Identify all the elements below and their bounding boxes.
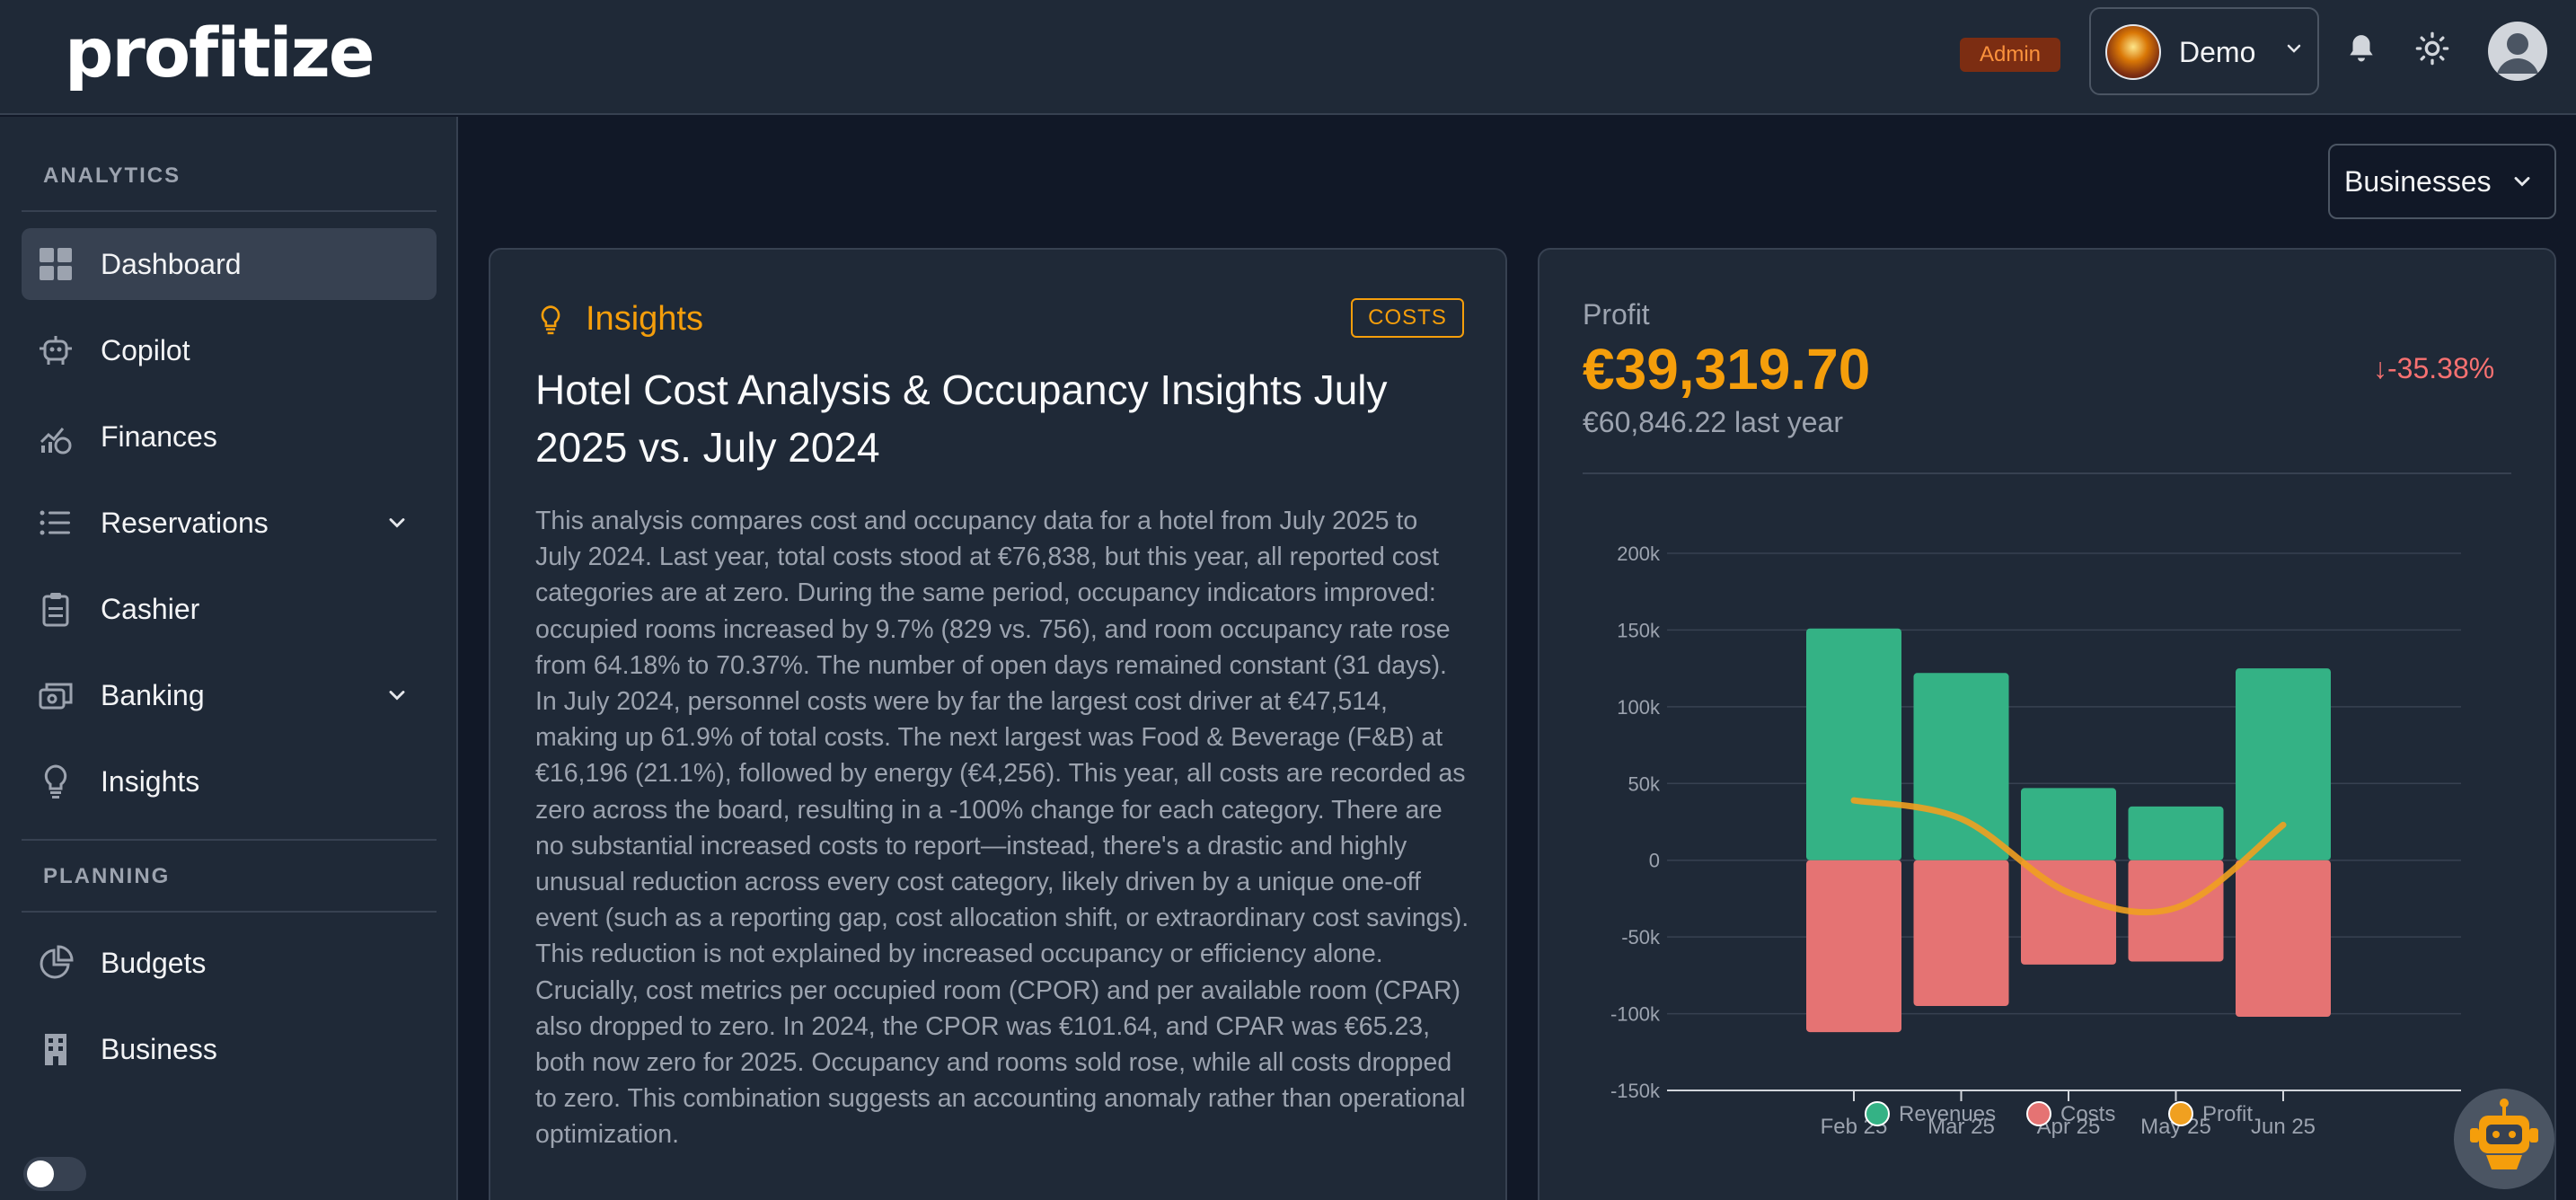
chevron-down-icon [2514, 177, 2530, 187]
robot-icon [2470, 1099, 2538, 1169]
chevron-down-icon [389, 518, 405, 528]
logo[interactable]: profitize [65, 13, 375, 93]
sidebar-item-insights[interactable]: Insights [22, 746, 437, 817]
y-tick-label: -50k [1621, 926, 1661, 949]
profit-change: ↓-35.38% [2373, 352, 2495, 384]
building-icon [45, 1034, 66, 1065]
sidebar-item-budgets[interactable]: Budgets [22, 927, 437, 999]
x-tick-label: Jun 25 [2251, 1115, 2316, 1139]
y-tick-label: 150k [1617, 619, 1661, 641]
y-tick-label: 50k [1628, 772, 1661, 795]
bar-revenues [2021, 788, 2116, 860]
clipboard-icon [42, 593, 69, 627]
legend-label: Profit [2202, 1102, 2253, 1126]
robot-icon [40, 336, 72, 365]
account-label: Demo [2179, 36, 2256, 68]
y-tick-label: 200k [1617, 543, 1661, 565]
legend-marker-profit [2168, 1101, 2193, 1126]
account-select[interactable]: Demo [2089, 7, 2319, 95]
legend-label: Revenues [1899, 1102, 1996, 1126]
bar-costs [1806, 860, 1901, 1033]
sun-icon[interactable] [2414, 31, 2450, 66]
insights-heading: Insights [586, 300, 703, 338]
business-select-label: Businesses [2344, 165, 2492, 198]
profit-label: Profit [1583, 298, 1650, 331]
section-title-analytics: ANALYTICS [43, 163, 181, 188]
sidebar-item-cashier[interactable]: Cashier [22, 573, 437, 645]
profit-last-year: €60,846.22 last year [1583, 406, 1843, 438]
sidebar-item-reservations[interactable]: Reservations [22, 487, 437, 559]
dashboard-icon [40, 248, 72, 280]
divider [1583, 472, 2511, 474]
chevron-down-icon [2287, 44, 2301, 53]
bar-revenues [2128, 806, 2224, 860]
sidebar-item-label: Budgets [101, 947, 207, 979]
business-select[interactable]: Businesses [2328, 144, 2556, 219]
sidebar-item-label: Reservations [101, 507, 269, 539]
sidebar-item-label: Insights [101, 765, 200, 798]
insight-title: Hotel Cost Analysis & Occupancy Insights… [535, 366, 1388, 471]
bar-revenues [1806, 628, 1901, 860]
y-tick-label: 0 [1649, 850, 1660, 872]
sidebar-item-dashboard[interactable]: Dashboard [22, 228, 437, 300]
sidebar-item-label: Business [101, 1033, 217, 1065]
sidebar-item-label: Banking [101, 679, 205, 711]
section-title-planning: PLANNING [43, 864, 171, 888]
bar-costs [2236, 860, 2331, 1017]
sidebar-item-label: Cashier [101, 593, 200, 625]
user-avatar-icon[interactable] [2488, 22, 2547, 81]
bar-costs [1913, 860, 2009, 1007]
legend-marker-revenues [1865, 1101, 1890, 1126]
y-tick-label: -150k [1610, 1080, 1661, 1102]
legend-marker-costs [2026, 1101, 2051, 1126]
divider [22, 911, 437, 913]
bar-revenues [2236, 668, 2331, 860]
bar-revenues [1913, 673, 2009, 860]
profit-card: Profit €39,319.70 €60,846.22 last year ↓… [1538, 248, 2556, 1200]
divider [22, 210, 437, 212]
list-icon [40, 510, 70, 535]
chevron-down-icon [389, 691, 405, 701]
top-bar: profitize Admin Demo [0, 0, 2576, 115]
account-avatar [2105, 24, 2161, 80]
legend-label: Costs [2060, 1102, 2115, 1126]
lightbulb-icon [541, 305, 560, 335]
sidebar-item-label: Finances [101, 420, 217, 453]
divider [22, 839, 437, 841]
bar-costs [2021, 860, 2116, 965]
sidebar-item-label: Copilot [101, 334, 190, 366]
insight-body: This analysis compares cost and occupanc… [535, 507, 1469, 1150]
x-tick-label: Mar 25 [1928, 1115, 1995, 1139]
line-profit [1850, 797, 2287, 916]
sidebar-item-finances[interactable]: Finances [22, 401, 437, 472]
sidebar-item-copilot[interactable]: Copilot [22, 314, 437, 386]
insights-card: Insights COSTS Hotel Cost Analysis & Occ… [489, 248, 1507, 1200]
lightbulb-icon [44, 764, 67, 799]
y-tick-label: 100k [1617, 696, 1661, 719]
finances-icon [40, 428, 72, 454]
sidebar-item-banking[interactable]: Banking [22, 659, 437, 731]
profit-value: €39,319.70 [1583, 337, 1871, 401]
bell-icon[interactable] [2344, 31, 2378, 68]
copilot-bot-button[interactable] [2454, 1089, 2554, 1189]
toggle-knob [27, 1160, 54, 1187]
sidebar-item-business[interactable]: Business [22, 1013, 437, 1085]
theme-toggle[interactable] [23, 1157, 86, 1191]
pie-chart-icon [40, 945, 74, 979]
y-tick-label: -100k [1610, 1003, 1661, 1026]
admin-badge: Admin [1960, 38, 2060, 72]
banking-icon [39, 683, 73, 710]
sidebar: ANALYTICS Dashboard Copilot Finances Res… [0, 117, 458, 1200]
category-tag: COSTS [1351, 298, 1464, 338]
sidebar-item-label: Dashboard [101, 248, 242, 280]
